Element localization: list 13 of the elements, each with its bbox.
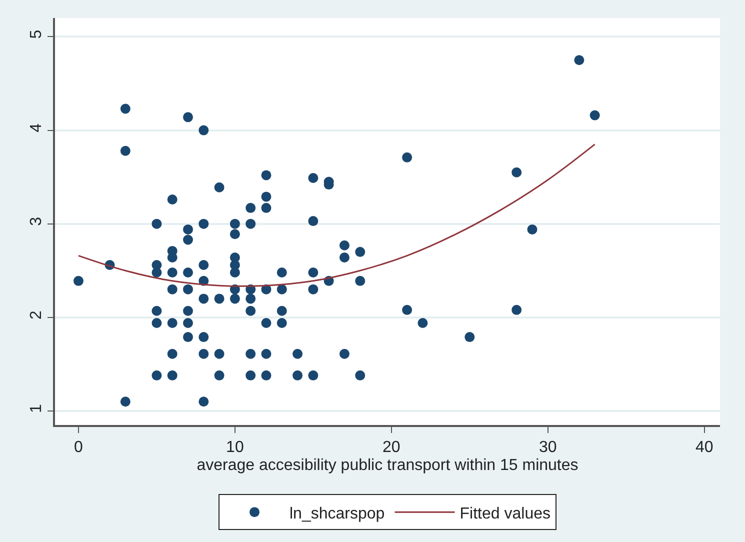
y-tick-label: 5 [28,30,45,39]
x-tick-label: 10 [226,438,244,456]
x-tick-label: 30 [538,438,557,456]
y-tick-label: 2 [28,310,45,320]
legend-label: ln_shcarspop [290,505,385,522]
x-tick-label: 20 [382,438,400,456]
y-tick-label: 4 [28,123,45,132]
x-tick-label: 40 [695,438,714,456]
legend-label: Fitted values [460,505,550,522]
x-tick-label: 0 [74,438,84,456]
y-tick-label: 1 [28,404,45,414]
x-axis-title: average accesibility public transport within 15 minutes [196,457,578,474]
y-tick-label: 3 [28,216,45,226]
